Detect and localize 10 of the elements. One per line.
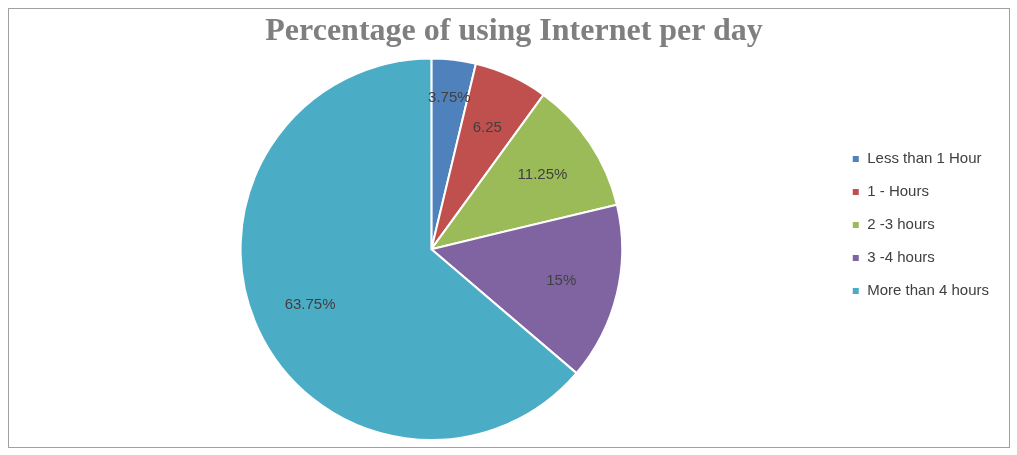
legend-label: 3 -4 hours — [867, 248, 935, 266]
legend-label: 1 - Hours — [867, 182, 929, 200]
data-label: 6.25 — [472, 118, 502, 136]
chart-title: Percentage of using Internet per day — [265, 11, 763, 48]
legend-label: 2 -3 hours — [867, 215, 935, 233]
legend-label: More than 4 hours — [867, 281, 990, 299]
data-label: 63.75% — [284, 295, 336, 313]
legend-label: Less than 1 Hour — [867, 149, 982, 167]
data-label: 11.25% — [517, 165, 568, 183]
data-label: 15% — [546, 270, 577, 288]
